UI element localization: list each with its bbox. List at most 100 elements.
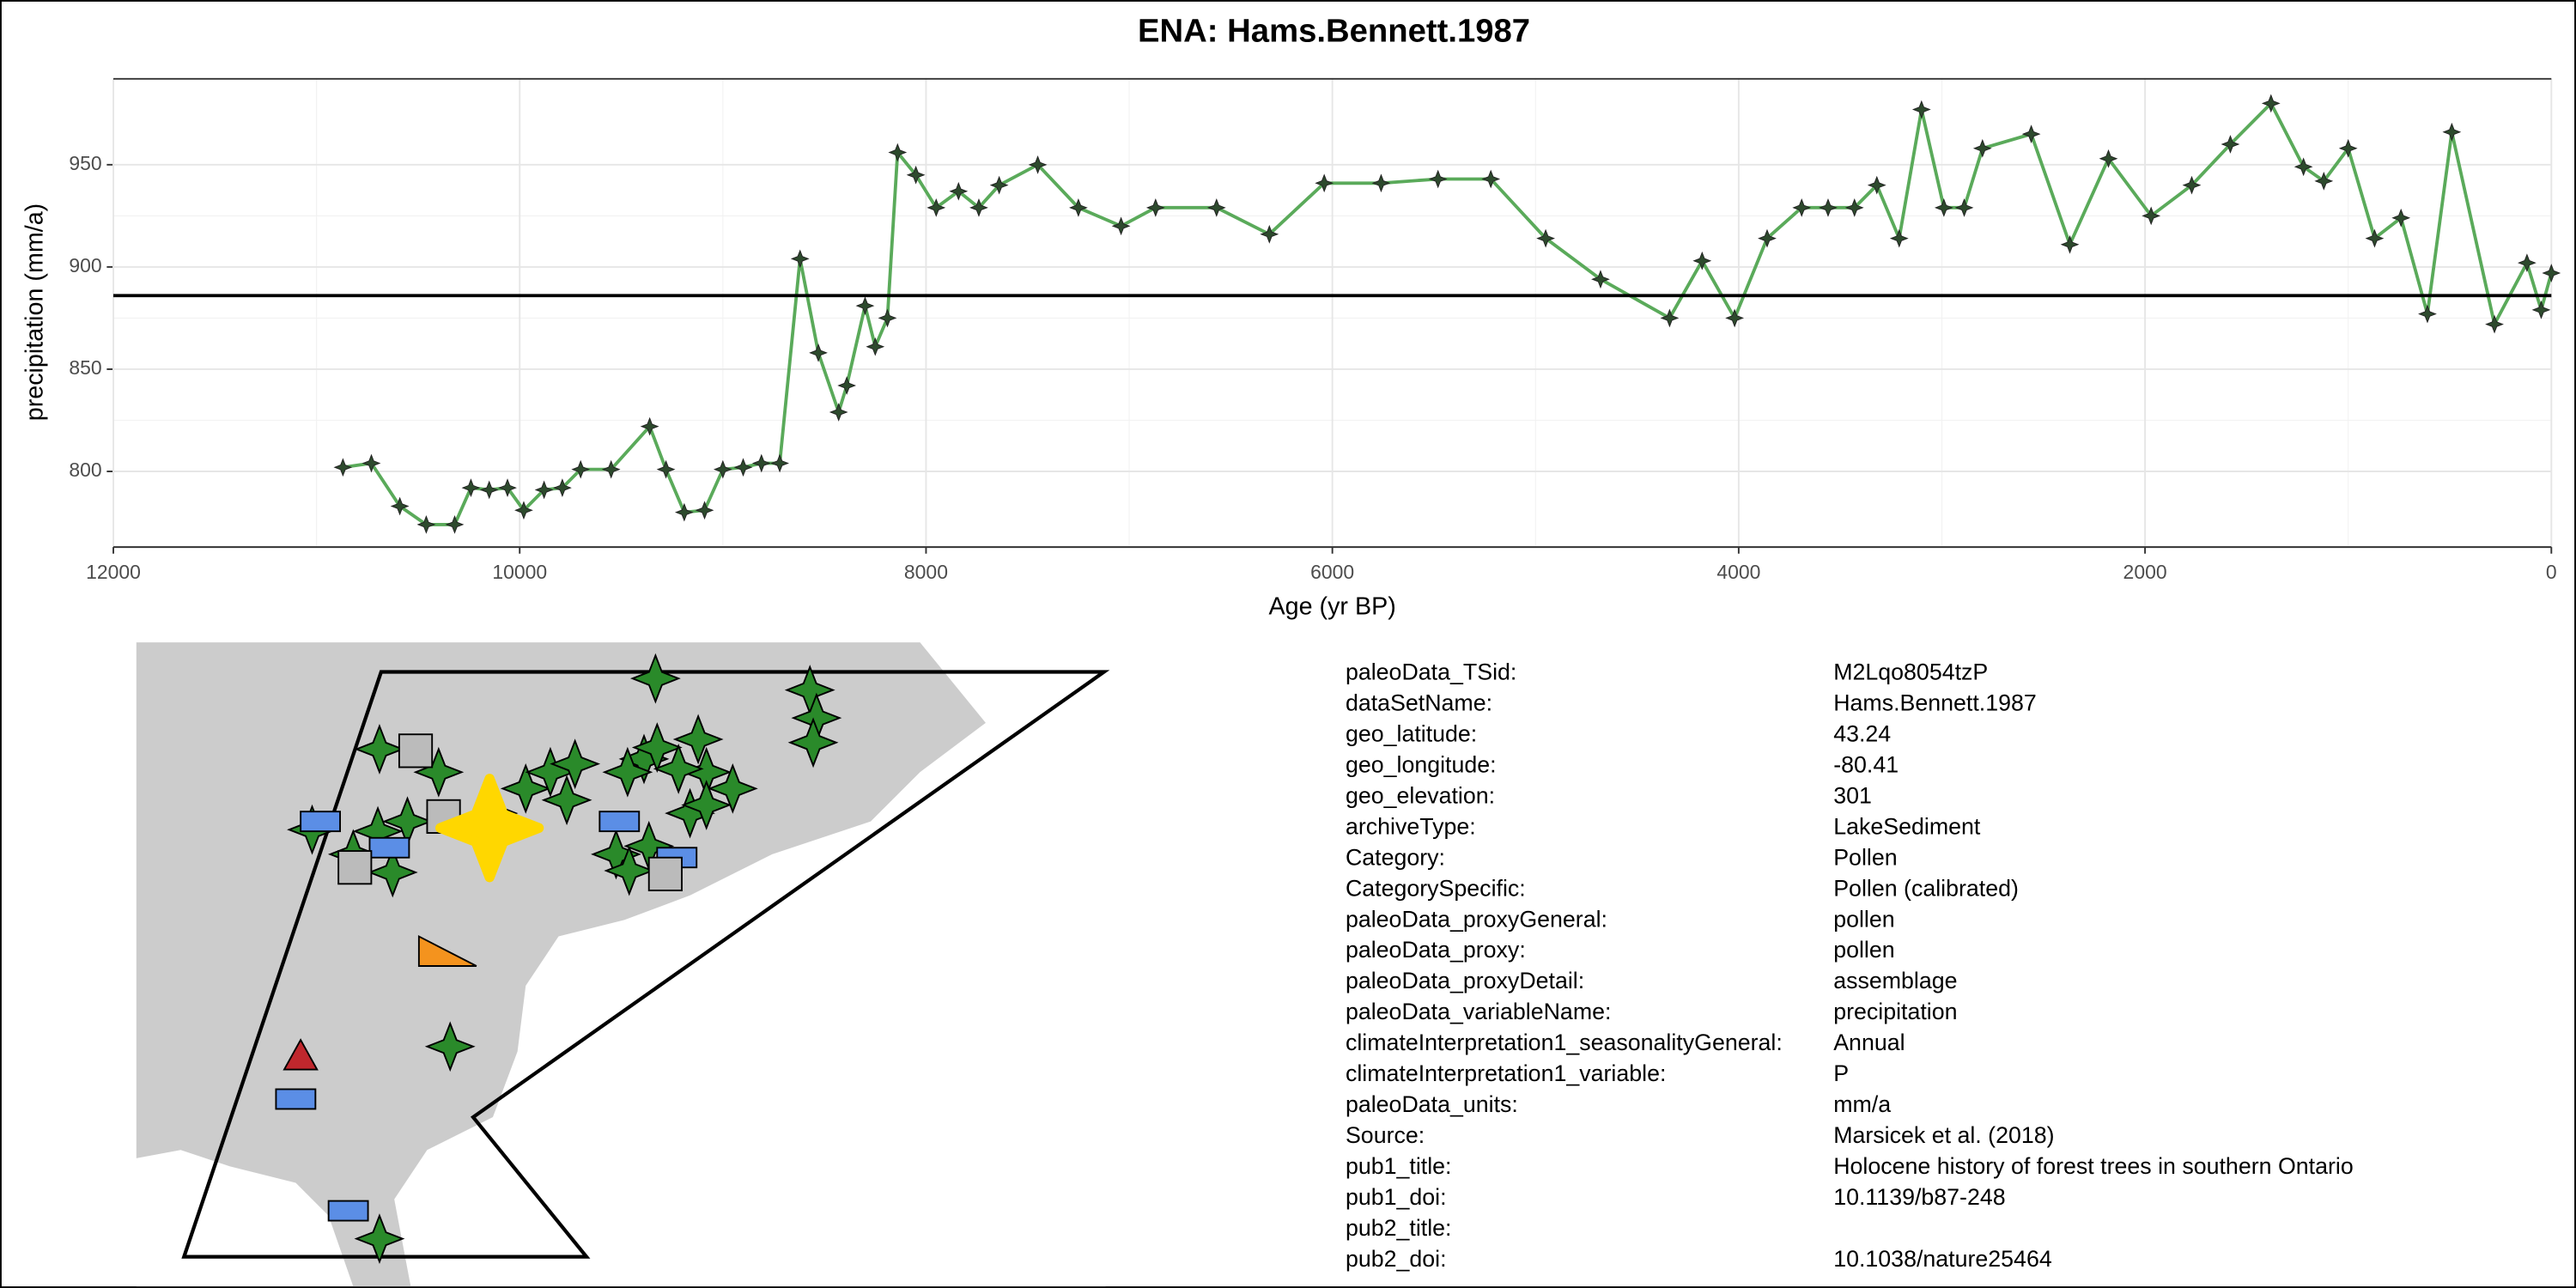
data-point bbox=[1371, 173, 1391, 193]
site-marker bbox=[275, 1088, 317, 1110]
meta-key: Source: bbox=[1346, 1122, 1425, 1148]
data-point bbox=[498, 478, 517, 497]
data-point bbox=[1315, 173, 1334, 193]
data-point bbox=[1028, 155, 1048, 174]
data-point bbox=[2021, 125, 2041, 144]
data-point bbox=[640, 416, 659, 436]
data-point bbox=[2261, 94, 2281, 113]
x-tick-label: 10000 bbox=[492, 561, 547, 583]
meta-key: paleoData_proxyDetail: bbox=[1346, 968, 1584, 993]
data-point bbox=[1428, 169, 1448, 189]
data-point bbox=[1792, 197, 1812, 217]
meta-value: Holocene history of forest trees in sout… bbox=[1833, 1153, 2354, 1179]
meta-key: geo_elevation: bbox=[1346, 782, 1495, 808]
x-tick-label: 4000 bbox=[1716, 561, 1760, 583]
meta-value: Marsicek et al. (2018) bbox=[1833, 1122, 2054, 1148]
meta-value: mm/a bbox=[1833, 1091, 1891, 1117]
data-point bbox=[514, 501, 533, 520]
data-point bbox=[2418, 304, 2437, 324]
data-point bbox=[770, 453, 789, 473]
data-point bbox=[927, 197, 946, 217]
data-point bbox=[989, 175, 1009, 195]
meta-value: Annual bbox=[1833, 1030, 1905, 1055]
data-point bbox=[906, 165, 926, 185]
meta-value: -80.41 bbox=[1833, 751, 1899, 777]
chart-title: ENA: Hams.Bennett.1987 bbox=[1138, 12, 1530, 49]
site-marker bbox=[647, 856, 683, 891]
y-tick-label: 850 bbox=[69, 356, 101, 379]
y-tick-label: 800 bbox=[69, 459, 101, 481]
data-point bbox=[445, 515, 465, 534]
data-point bbox=[1889, 228, 1909, 248]
data-point bbox=[571, 459, 591, 479]
data-point bbox=[713, 459, 732, 479]
data-point bbox=[1819, 197, 1838, 217]
data-point bbox=[1844, 197, 1864, 217]
meta-key: dataSetName: bbox=[1346, 690, 1492, 715]
data-point bbox=[553, 478, 572, 497]
data-point bbox=[1069, 197, 1088, 217]
data-point bbox=[837, 376, 857, 395]
meta-key: paleoData_proxy: bbox=[1346, 937, 1526, 963]
site-marker bbox=[604, 845, 655, 896]
data-point bbox=[1591, 270, 1610, 289]
x-axis-label: Age (yr BP) bbox=[1269, 592, 1396, 620]
meta-key: paleoData_variableName: bbox=[1346, 999, 1611, 1024]
data-point bbox=[1934, 197, 1953, 217]
meta-value: precipitation bbox=[1833, 999, 1957, 1024]
data-point bbox=[390, 496, 410, 516]
meta-value: P bbox=[1833, 1060, 1849, 1086]
site-marker bbox=[327, 1200, 369, 1222]
meta-value: Pollen (calibrated) bbox=[1833, 875, 2019, 901]
meta-value: 301 bbox=[1833, 782, 1872, 808]
data-point bbox=[2531, 301, 2551, 319]
data-point bbox=[695, 501, 714, 520]
site-marker bbox=[681, 780, 732, 830]
meta-value: assemblage bbox=[1833, 968, 1957, 993]
data-point bbox=[1206, 197, 1226, 217]
site-marker bbox=[337, 850, 373, 885]
site-marker bbox=[598, 811, 641, 833]
meta-value: Pollen bbox=[1833, 844, 1897, 870]
data-point bbox=[1536, 228, 1555, 248]
data-point bbox=[333, 458, 353, 477]
meta-value: 10.1038/nature25464 bbox=[1833, 1246, 2052, 1272]
meta-key: pub2_doi: bbox=[1346, 1246, 1447, 1272]
data-point bbox=[2221, 135, 2240, 154]
site-marker bbox=[707, 762, 758, 814]
data-point bbox=[1725, 308, 1745, 328]
data-point bbox=[534, 480, 554, 500]
data-point bbox=[2142, 206, 2161, 226]
data-point bbox=[2182, 175, 2202, 195]
data-point bbox=[2442, 122, 2462, 142]
site-marker bbox=[629, 653, 681, 704]
meta-key: paleoData_units: bbox=[1346, 1091, 1518, 1117]
data-point bbox=[416, 515, 436, 534]
meta-value: pollen bbox=[1833, 906, 1894, 932]
data-point bbox=[2485, 314, 2504, 334]
data-point bbox=[2391, 208, 2411, 228]
data-point bbox=[1692, 251, 1712, 270]
site-marker bbox=[550, 738, 601, 790]
meta-key: paleoData_proxyGeneral: bbox=[1346, 906, 1607, 932]
data-point bbox=[878, 308, 897, 328]
meta-value: 43.24 bbox=[1833, 720, 1891, 746]
data-point bbox=[2060, 234, 2080, 254]
data-point bbox=[809, 343, 828, 362]
region-outline bbox=[181, 670, 1110, 1259]
data-point bbox=[790, 249, 810, 269]
meta-key: geo_longitude: bbox=[1346, 751, 1497, 777]
data-point bbox=[461, 478, 481, 497]
data-point bbox=[733, 458, 753, 477]
data-point bbox=[2314, 172, 2334, 191]
site-marker bbox=[602, 746, 653, 798]
site-marker bbox=[300, 811, 342, 833]
meta-key: pub1_doi: bbox=[1346, 1184, 1447, 1210]
data-point bbox=[2542, 264, 2561, 283]
site-marker bbox=[368, 836, 410, 859]
y-tick-label: 950 bbox=[69, 152, 101, 174]
meta-key: paleoData_TSid: bbox=[1346, 659, 1516, 685]
data-point bbox=[751, 453, 771, 473]
meta-value: 10.1139/b87-248 bbox=[1833, 1184, 2005, 1210]
